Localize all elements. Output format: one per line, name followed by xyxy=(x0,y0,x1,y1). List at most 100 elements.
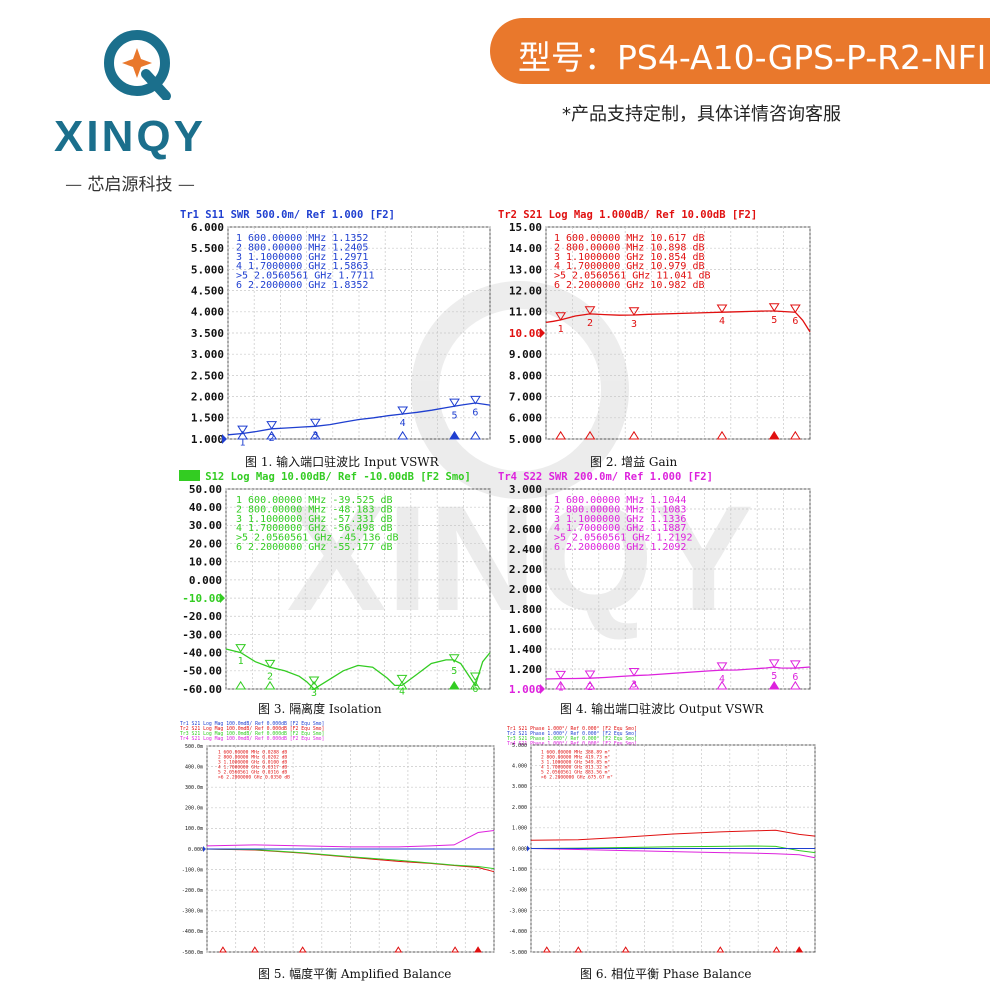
trace-marker-label: 1 xyxy=(238,656,244,667)
trace-marker-icon xyxy=(628,307,640,316)
y-tick-label: -20.00 xyxy=(182,610,222,623)
chart-header: Tr1 S11 SWR 500.0m/ Ref 1.000 [F2] xyxy=(180,209,395,221)
y-tick-label: -10.00 xyxy=(182,592,222,605)
marker-triangle-icon xyxy=(235,680,247,690)
marker-triangle-icon xyxy=(309,430,321,440)
y-tick-label: 0.000 xyxy=(512,846,527,852)
marker-triangle-icon xyxy=(237,430,248,440)
y-tick-label: 2.200 xyxy=(509,563,542,576)
marker-readout: 5 2.0560561 GHz 883.56 m° xyxy=(541,770,610,776)
caption-gain: 图 2. 增益 Gain xyxy=(590,455,678,469)
customization-note: *产品支持定制，具体详情咨询客服 xyxy=(562,104,841,125)
marker-triangle-icon xyxy=(789,430,801,440)
y-tick-label: 5.500 xyxy=(191,242,224,255)
marker-triangle-icon xyxy=(555,680,567,690)
y-tick-label: 3.000 xyxy=(509,483,542,496)
y-tick-label: 1.000 xyxy=(512,826,527,832)
series-line-1 xyxy=(530,829,816,841)
y-tick-label: 40.00 xyxy=(189,501,222,514)
trace-marker-label: 2 xyxy=(269,433,275,444)
marker-readout: 1 600.00000 MHz 10.617 dB xyxy=(554,233,705,244)
marker-triangle-icon xyxy=(397,430,409,440)
marker-readout: 3 1.1000000 GHz 549.85 m° xyxy=(541,760,610,766)
marker-readout: >5 2.0560561 GHz 1.7711 xyxy=(236,271,374,282)
trace-marker-label: 3 xyxy=(312,430,318,441)
trace-marker-icon xyxy=(789,660,801,670)
trace-marker-label: 6 xyxy=(472,684,478,695)
y-tick-label: 4.500 xyxy=(191,284,224,297)
trace-marker-label: 3 xyxy=(631,680,637,691)
y-tick-label: 1.600 xyxy=(509,623,542,636)
chart-output-vswr: Tr4 S22 SWR 200.0m/ Ref 1.000 [F2]3.000 2… xyxy=(498,471,811,696)
marker-readout: >6 2.2000000 GHz 675.67 m° xyxy=(541,775,613,781)
marker-readout: >5 2.0560561 GHz 11.041 dB xyxy=(554,271,711,282)
marker-readout: 6 2.2000000 GHz 1.8352 xyxy=(236,280,368,291)
logo-text: XINQY xyxy=(54,112,206,161)
model-number: 型号：PS4-A10-GPS-P-R2-NFI xyxy=(518,38,987,77)
trace-marker-label: 2 xyxy=(587,682,593,693)
y-tick-label: 20.00 xyxy=(189,537,222,550)
trace-marker-label: 5 xyxy=(771,315,777,326)
y-tick-label: -300.0m xyxy=(182,909,203,915)
marker-readout: 1 600.00000 MHz 388.89 m° xyxy=(541,750,610,756)
marker-triangle-icon xyxy=(628,430,640,440)
y-tick-label: 6.000 xyxy=(191,221,224,234)
marker-triangle-icon xyxy=(584,680,596,690)
marker-triangle-icon xyxy=(574,946,583,953)
chart-header-line: Tr3 S21 Log Mag 100.0mdB/ Ref 0.000dB [F… xyxy=(180,731,324,737)
y-tick-label: 0.000 xyxy=(188,847,203,853)
active-trace-highlight xyxy=(179,470,200,481)
series-line-2 xyxy=(530,845,816,854)
trace-marker-label: 2 xyxy=(267,672,273,683)
trace-marker-icon xyxy=(309,418,321,428)
chart-isolation: Tr3 S12 Log Mag 10.00dB/ Ref -10.00dB [F… xyxy=(179,470,491,696)
marker-readout: 4 1.7000000 GHz 1.1887 xyxy=(554,523,686,534)
caption-input-vswr: 图 1. 输入端口驻波比 Input VSWR xyxy=(245,455,439,469)
chart-amplitude-balance: Tr1 S21 Log Mag 100.0mdB/ Ref 0.000dB [F… xyxy=(180,721,495,956)
y-tick-label: -100.0m xyxy=(182,867,203,873)
marker-triangle-icon xyxy=(474,946,482,953)
marker-readout: 2 800.00000 MHz -48.183 dB xyxy=(236,504,393,515)
y-tick-label: 11.00 xyxy=(509,306,542,319)
reference-arrow-icon xyxy=(540,684,545,694)
y-tick-label: -400.0m xyxy=(182,929,203,935)
marker-readout: 3 1.1000000 GHz -57.331 dB xyxy=(236,514,393,525)
y-tick-label: 3.500 xyxy=(191,327,224,340)
marker-triangle-icon xyxy=(308,680,320,690)
y-tick-label: 2.400 xyxy=(509,543,542,556)
trace-marker-label: 2 xyxy=(587,318,593,329)
marker-readout: 2 800.00000 MHz 419.73 m° xyxy=(541,755,610,761)
y-tick-label: -200.0m xyxy=(182,888,203,894)
y-tick-label: 4.000 xyxy=(191,306,224,319)
marker-triangle-icon xyxy=(266,430,278,440)
y-tick-label: 1.500 xyxy=(191,412,224,425)
trace-marker-label: 6 xyxy=(792,672,798,683)
chart-header-line: Tr4 S21 Log Mag 100.0mdB/ Ref 0.000dB [F… xyxy=(180,736,324,742)
y-tick-label: 1.000 xyxy=(509,683,542,696)
chart-header-line: Tr1 S21 Log Mag 100.0mdB/ Ref 0.000dB [F… xyxy=(180,721,324,727)
trace-marker-icon xyxy=(768,303,780,312)
marker-triangle-icon xyxy=(795,946,804,953)
y-tick-label: 1.000 xyxy=(191,433,224,446)
y-tick-label: 9.000 xyxy=(509,348,542,361)
series-line-1 xyxy=(206,830,495,848)
y-tick-label: 1.200 xyxy=(509,663,542,676)
y-tick-label: 30.00 xyxy=(189,519,222,532)
trace-marker-label: 3 xyxy=(311,688,317,696)
y-tick-label: 100.0m xyxy=(185,826,203,832)
y-tick-label: 5.000 xyxy=(509,433,542,446)
y-tick-label: 500.0m xyxy=(185,744,203,750)
marker-readout: 3 1.1000000 GHz 0.0100 dB xyxy=(218,760,287,766)
y-tick-label: 2.800 xyxy=(509,503,542,516)
marker-triangle-icon xyxy=(789,680,801,690)
marker-triangle-icon xyxy=(584,430,596,440)
trace-marker-label: 6 xyxy=(792,316,798,327)
trace-marker-icon xyxy=(555,670,567,680)
chart-header-line: Tr3 S21 Phase 1.000°/ Ref 0.000° [F2 Equ… xyxy=(507,736,637,742)
reference-arrow-icon xyxy=(222,434,227,444)
trace-marker-icon xyxy=(308,676,320,686)
trace-marker-icon xyxy=(396,674,408,684)
trace-marker-icon xyxy=(768,659,780,669)
marker-triangle-icon xyxy=(772,946,781,953)
trace-marker-label: 3 xyxy=(631,319,637,330)
